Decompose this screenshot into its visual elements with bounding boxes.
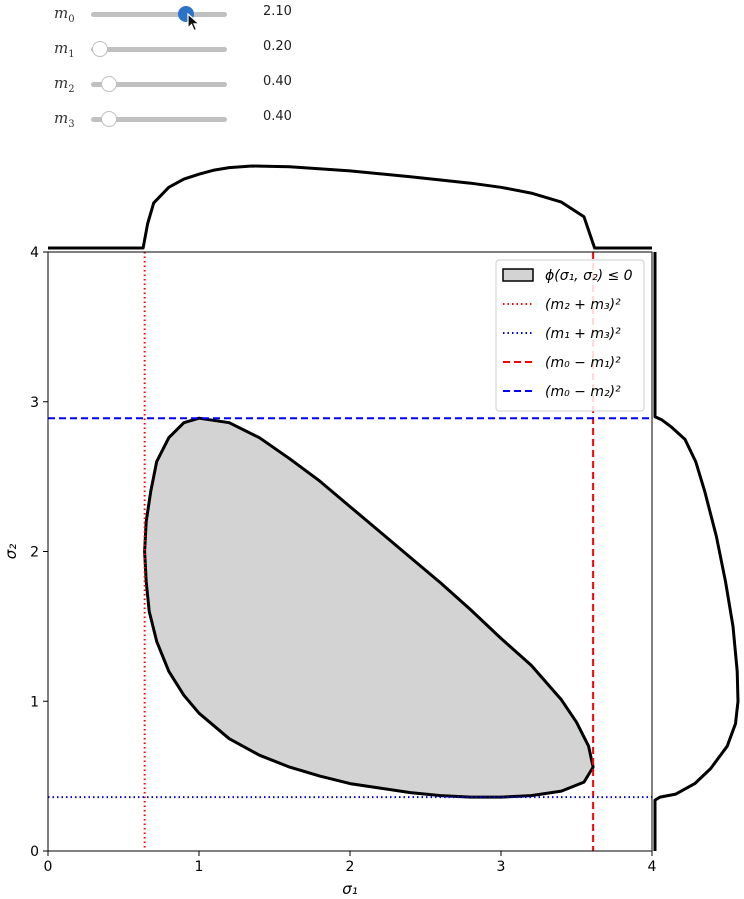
x-tick-label: 3 [497, 859, 506, 875]
mouse-cursor-icon [187, 13, 201, 32]
slider-label: m1 [54, 39, 75, 60]
slider-thumb[interactable] [101, 111, 118, 127]
slider-label: m3 [54, 109, 75, 130]
slider-row-m3: m3 0.40 [0, 105, 320, 135]
slider-value: 0.40 [263, 109, 292, 124]
slider-row-m0: m0 2.10 [0, 0, 320, 30]
x-tick-label: 1 [195, 859, 204, 875]
y-tick-label: 0 [30, 844, 39, 860]
legend-label: (m₀ − m₁)² [545, 355, 621, 371]
slider-thumb[interactable] [92, 41, 109, 57]
legend-label: ϕ(σ₁, σ₂) ≤ 0 [545, 268, 633, 284]
slider-track[interactable] [91, 76, 227, 92]
legend-label: (m₁ + m₃)² [545, 326, 621, 342]
legend-box [495, 259, 645, 412]
slider-track[interactable] [91, 111, 227, 127]
y-tick-label: 4 [30, 245, 39, 261]
right-marginal-curve [653, 252, 740, 851]
legend: ϕ(σ₁, σ₂) ≤ 0 (m₂ + m₃)² (m₁ + m₃)² (m₀ − m… [495, 259, 645, 412]
x-axis-label: σ₁ [342, 880, 358, 898]
slider-value: 0.20 [263, 39, 292, 54]
top-marginal-curve [48, 164, 652, 250]
slider-value: 0.40 [263, 74, 292, 89]
slider-label: m0 [54, 4, 75, 25]
legend-label: (m₂ + m₃)² [545, 297, 621, 313]
slider-thumb[interactable] [101, 76, 118, 92]
feasible-region [143, 416, 595, 799]
legend-label: (m₀ − m₂)² [545, 384, 621, 400]
x-tick-label: 0 [44, 859, 53, 875]
top-marginal-plot [48, 164, 652, 250]
right-marginal-plot [653, 252, 740, 851]
x-tick-label: 4 [648, 859, 657, 875]
legend-swatch [502, 268, 534, 282]
y-tick-label: 3 [30, 395, 39, 411]
slider-value: 2.10 [263, 4, 292, 19]
y-tick-label: 2 [30, 545, 39, 561]
x-tick-label: 2 [346, 859, 355, 875]
y-tick-label: 1 [30, 694, 39, 710]
slider-row-m2: m2 0.40 [0, 70, 320, 100]
slider-track[interactable] [91, 41, 227, 57]
slider-row-m1: m1 0.20 [0, 35, 320, 65]
slider-label: m2 [54, 74, 75, 95]
y-axis-label: σ₂ [2, 544, 20, 560]
